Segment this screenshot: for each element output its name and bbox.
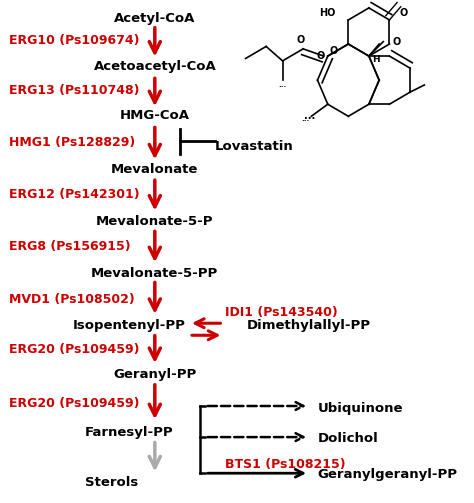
- Text: ERG13 (Ps110748): ERG13 (Ps110748): [9, 85, 140, 98]
- Text: Ubiquinone: Ubiquinone: [318, 401, 403, 414]
- Text: ...: ...: [278, 82, 287, 88]
- Text: ...: ...: [301, 116, 310, 122]
- Text: Sterols: Sterols: [85, 476, 138, 489]
- Text: ERG20 (Ps109459): ERG20 (Ps109459): [9, 344, 140, 356]
- Text: Mevalonate-5-PP: Mevalonate-5-PP: [91, 267, 219, 280]
- Text: O: O: [317, 51, 325, 61]
- Text: Isopentenyl-PP: Isopentenyl-PP: [73, 319, 185, 332]
- Text: Mevalonate: Mevalonate: [111, 163, 199, 176]
- Text: Acetyl-CoA: Acetyl-CoA: [114, 12, 195, 25]
- Text: O: O: [297, 35, 305, 45]
- Text: HMG-CoA: HMG-CoA: [120, 109, 190, 122]
- Text: Lovastatin: Lovastatin: [215, 140, 293, 153]
- Text: Geranylgeranyl-PP: Geranylgeranyl-PP: [318, 468, 457, 481]
- Text: Acetoacetyl-CoA: Acetoacetyl-CoA: [93, 60, 216, 73]
- Text: H: H: [372, 55, 380, 64]
- Text: O: O: [400, 8, 408, 18]
- Text: HMG1 (Ps128829): HMG1 (Ps128829): [9, 136, 136, 149]
- Text: ERG12 (Ps142301): ERG12 (Ps142301): [9, 188, 140, 201]
- Text: ERG8 (Ps156915): ERG8 (Ps156915): [9, 240, 131, 253]
- Text: ···: ···: [304, 114, 315, 124]
- Text: MVD1 (Ps108502): MVD1 (Ps108502): [9, 293, 135, 306]
- Text: Geranyl-PP: Geranyl-PP: [113, 368, 196, 381]
- Text: IDI1 (Ps143540): IDI1 (Ps143540): [226, 306, 338, 319]
- Text: HO: HO: [319, 8, 336, 18]
- Text: Farnesyl-PP: Farnesyl-PP: [85, 426, 173, 439]
- Text: ERG20 (Ps109459): ERG20 (Ps109459): [9, 397, 140, 410]
- Text: O: O: [392, 37, 401, 47]
- Text: Dolichol: Dolichol: [318, 432, 378, 445]
- Text: O: O: [330, 46, 338, 56]
- Text: Mevalonate-5-P: Mevalonate-5-P: [96, 215, 214, 228]
- Text: ERG10 (Ps109674): ERG10 (Ps109674): [9, 34, 140, 47]
- Text: BTS1 (Ps108215): BTS1 (Ps108215): [226, 458, 346, 471]
- Text: Dimethylallyl-PP: Dimethylallyl-PP: [247, 319, 371, 332]
